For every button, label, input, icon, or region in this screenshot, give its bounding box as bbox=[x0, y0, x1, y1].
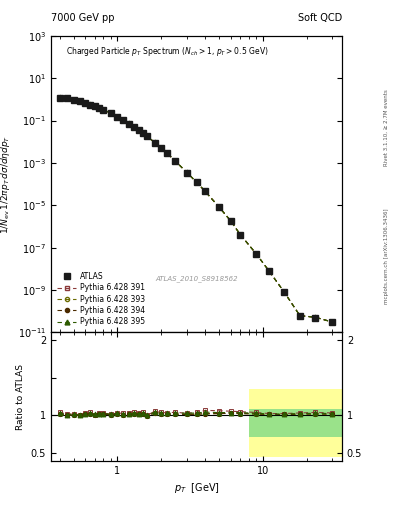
ATLAS bbox=[330, 319, 334, 325]
ATLAS bbox=[71, 97, 76, 103]
ATLAS bbox=[159, 145, 163, 151]
Line: ATLAS: ATLAS bbox=[57, 95, 335, 325]
ATLAS bbox=[88, 102, 92, 108]
Text: ATLAS_2010_S8918562: ATLAS_2010_S8918562 bbox=[155, 275, 238, 282]
Text: 7000 GeV pp: 7000 GeV pp bbox=[51, 13, 115, 23]
ATLAS bbox=[136, 127, 141, 133]
ATLAS bbox=[184, 169, 189, 176]
ATLAS bbox=[108, 110, 113, 116]
ATLAS bbox=[202, 188, 207, 195]
Text: Charged Particle $p_T$ Spectrum ($N_{ch} > 1$, $p_T > 0.5$ GeV): Charged Particle $p_T$ Spectrum ($N_{ch}… bbox=[66, 45, 268, 58]
ATLAS bbox=[266, 268, 271, 274]
ATLAS bbox=[173, 158, 178, 164]
Text: mcplots.cern.ch [arXiv:1306.3436]: mcplots.cern.ch [arXiv:1306.3436] bbox=[384, 208, 389, 304]
ATLAS bbox=[57, 95, 62, 101]
ATLAS bbox=[152, 140, 157, 146]
Y-axis label: Ratio to ATLAS: Ratio to ATLAS bbox=[16, 364, 25, 430]
Text: Rivet 3.1.10, ≥ 2.7M events: Rivet 3.1.10, ≥ 2.7M events bbox=[384, 90, 389, 166]
Text: Soft QCD: Soft QCD bbox=[298, 13, 342, 23]
X-axis label: $p_T$  [GeV]: $p_T$ [GeV] bbox=[174, 481, 219, 495]
ATLAS bbox=[254, 251, 259, 257]
ATLAS bbox=[217, 204, 221, 210]
ATLAS bbox=[145, 133, 149, 139]
ATLAS bbox=[238, 232, 242, 238]
ATLAS bbox=[121, 117, 126, 123]
ATLAS bbox=[101, 107, 106, 113]
ATLAS bbox=[298, 313, 302, 319]
ATLAS bbox=[64, 95, 69, 101]
Legend: ATLAS, Pythia 6.428 391, Pythia 6.428 393, Pythia 6.428 394, Pythia 6.428 395: ATLAS, Pythia 6.428 391, Pythia 6.428 39… bbox=[55, 270, 147, 329]
ATLAS bbox=[97, 105, 101, 111]
ATLAS bbox=[194, 179, 199, 185]
ATLAS bbox=[83, 100, 88, 106]
ATLAS bbox=[282, 289, 286, 295]
ATLAS bbox=[141, 130, 145, 136]
ATLAS bbox=[313, 314, 318, 321]
ATLAS bbox=[92, 103, 97, 110]
ATLAS bbox=[115, 114, 120, 120]
ATLAS bbox=[228, 218, 233, 224]
ATLAS bbox=[132, 124, 136, 130]
ATLAS bbox=[165, 151, 169, 157]
Y-axis label: $1/N_{\rm ev}\, 1/2\pi p_T\, d\sigma/d\eta dp_T$: $1/N_{\rm ev}\, 1/2\pi p_T\, d\sigma/d\e… bbox=[0, 135, 13, 233]
ATLAS bbox=[127, 120, 131, 126]
ATLAS bbox=[77, 98, 82, 104]
